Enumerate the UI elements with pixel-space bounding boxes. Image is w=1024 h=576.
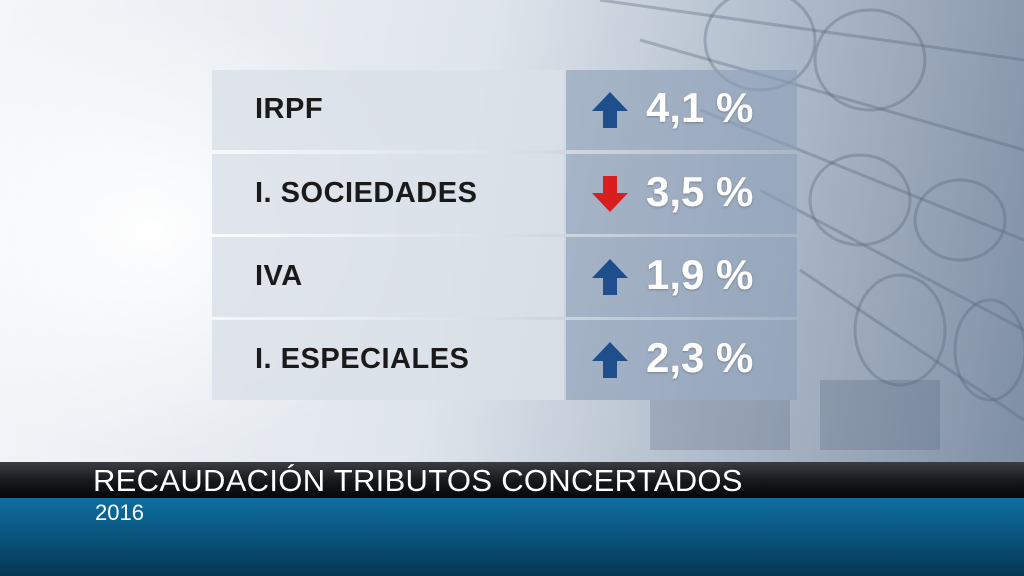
row-value: 4,1 %	[646, 84, 754, 131]
row-value: 2,3 %	[646, 334, 754, 381]
label-cell	[212, 237, 564, 317]
label-cell	[212, 154, 564, 234]
row-label: I. ESPECIALES	[255, 343, 470, 375]
arrow-up-icon	[592, 342, 628, 378]
value-cell-content: 2,3 %	[566, 320, 797, 400]
label-cell	[212, 320, 564, 400]
caption-title-bar	[0, 462, 1024, 498]
table-row: IVA 1,9 %	[212, 237, 797, 317]
value-cell-content: 3,5 %	[566, 154, 797, 234]
value-cell-content: 1,9 %	[566, 237, 797, 317]
euro-banknotes-background	[599, 0, 1024, 450]
table-row: IRPF 4,1 %	[212, 70, 797, 150]
row-label: I. SOCIEDADES	[255, 177, 478, 209]
row-label: IRPF	[255, 93, 324, 125]
caption-title: RECAUDACIÓN TRIBUTOS CONCERTADOS	[93, 463, 743, 498]
row-label: IVA	[255, 260, 303, 292]
arrow-up-icon	[592, 92, 628, 128]
value-cell-content: 4,1 %	[566, 70, 797, 150]
row-value: 1,9 %	[646, 251, 754, 298]
arrow-down-icon	[592, 176, 628, 212]
caption-subtitle: 2016	[95, 500, 144, 525]
table-row: I. SOCIEDADES 3,5 %	[212, 154, 797, 234]
caption-subtitle-bar	[0, 498, 1024, 576]
label-cell	[212, 70, 564, 150]
table-row: I. ESPECIALES 2,3 %	[212, 320, 797, 400]
arrow-up-icon	[592, 259, 628, 295]
row-value: 3,5 %	[646, 168, 754, 215]
tax-revenue-table: IRPF 4,1 % I. SOCIEDADES 3,5 % IVA 1,9 %	[212, 70, 797, 400]
